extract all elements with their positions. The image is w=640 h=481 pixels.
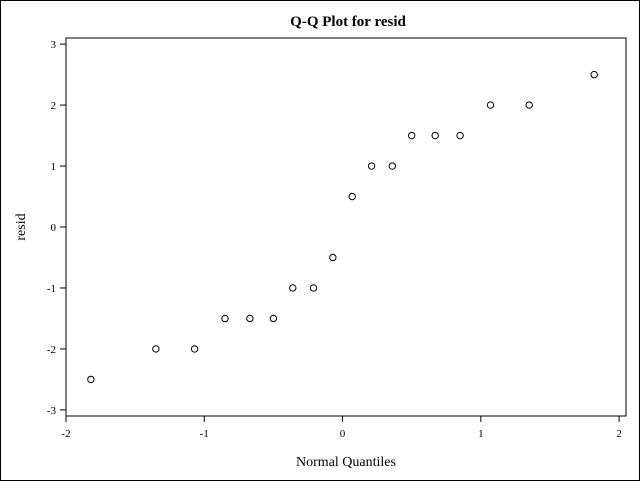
- x-tick-label: 2: [616, 428, 622, 440]
- data-points: [87, 70, 598, 384]
- data-point: [152, 345, 160, 353]
- data-point: [190, 345, 199, 353]
- data-point: [407, 131, 416, 140]
- data-point: [289, 284, 297, 292]
- y-tick-label: 2: [51, 100, 57, 112]
- y-tick-label: 0: [51, 222, 57, 234]
- data-point: [431, 131, 439, 140]
- data-point: [367, 162, 376, 170]
- x-tick-label: 0: [340, 428, 346, 440]
- x-axis-label: Normal Quantiles: [296, 455, 396, 470]
- x-tick-label: -2: [61, 428, 70, 440]
- data-point: [269, 314, 278, 323]
- data-point: [87, 375, 95, 384]
- data-point: [348, 192, 356, 201]
- y-tick-label: -2: [47, 344, 56, 356]
- data-point: [486, 101, 495, 109]
- data-point: [329, 253, 337, 262]
- data-point: [246, 314, 254, 323]
- x-axis: -2 -1 0 1 2: [61, 416, 622, 440]
- y-axis-label: resid: [14, 213, 29, 240]
- data-point: [388, 162, 397, 170]
- y-tick-label: -1: [47, 283, 56, 295]
- data-point: [590, 70, 598, 79]
- y-tick-label: 1: [51, 161, 57, 173]
- chart-title: Q-Q Plot for resid: [290, 14, 406, 30]
- data-point: [456, 131, 464, 140]
- x-tick-label: -1: [200, 428, 209, 440]
- plot-area-border: [65, 37, 627, 417]
- data-point: [221, 314, 229, 323]
- y-axis: -3 -2 -1 0 1 2 3: [47, 39, 66, 417]
- y-tick-label: 3: [51, 39, 57, 51]
- data-point: [309, 284, 318, 292]
- data-point: [525, 101, 533, 109]
- x-tick-label: 1: [478, 428, 484, 440]
- y-tick-label: -3: [47, 405, 57, 417]
